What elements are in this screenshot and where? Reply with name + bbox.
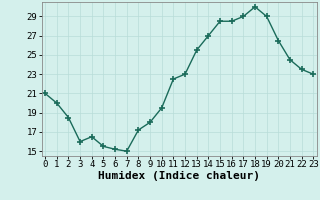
X-axis label: Humidex (Indice chaleur): Humidex (Indice chaleur): [98, 171, 260, 181]
